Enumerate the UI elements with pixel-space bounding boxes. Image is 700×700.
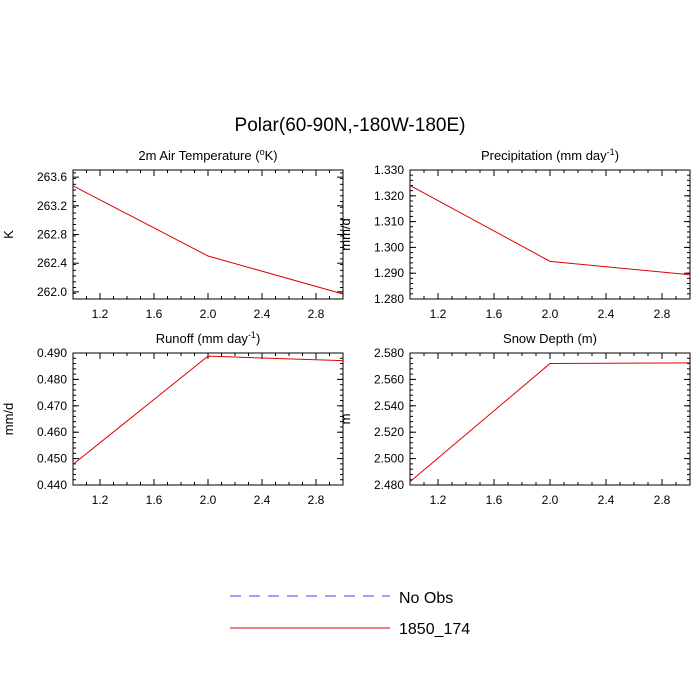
figure-title: Polar(60-90N,-180W-180E) (235, 115, 466, 136)
y-axis-label: K (1, 230, 16, 239)
panel-title-main: 2m Air Temperature ( (138, 148, 260, 163)
panel-2m-air-temperature-k: 2m Air Temperature (oK) K 1.2 1.6 2.0 2.4 2.8 2… (1, 147, 344, 321)
y-tick-label: 262.4 (37, 256, 67, 270)
y-tick-label: 263.2 (37, 199, 67, 213)
panel-title-superscript: -1 (248, 330, 256, 340)
panel-title: Runoff (mm day-1) (156, 330, 261, 346)
y-axis-label: mm/d (338, 218, 353, 251)
x-tick-label: 2.4 (598, 307, 615, 321)
x-tick-label: 1.2 (430, 307, 447, 321)
y-tick-label: 1.320 (374, 189, 404, 203)
x-tick-label: 2.4 (254, 307, 271, 321)
panel-title-superscript: -1 (607, 147, 615, 157)
x-tick-label: 1.2 (430, 493, 447, 507)
x-tick-label: 1.2 (92, 307, 109, 321)
legend-label-no-obs: No Obs (399, 590, 453, 607)
panel-title: Snow Depth (m) (503, 331, 597, 346)
panel-title-tail: K) (265, 148, 278, 163)
y-axis-label: m (338, 414, 353, 425)
panel-title-tail: ) (615, 148, 619, 163)
panel-title-main: Snow Depth (m) (503, 331, 597, 346)
legend-label-1850-174: 1850_174 (399, 621, 470, 638)
y-tick-label: 0.470 (37, 399, 67, 413)
y-tick-label: 2.560 (374, 372, 404, 386)
panel-title-tail: ) (256, 331, 260, 346)
y-tick-label: 263.6 (37, 170, 67, 184)
panel-title-superscript: o (260, 147, 265, 157)
y-tick-label: 2.540 (374, 399, 404, 413)
x-tick-label: 2.4 (598, 493, 615, 507)
x-tick-label: 1.2 (92, 493, 109, 507)
y-tick-label: 0.440 (37, 478, 67, 492)
panel-snow-depth-m: Snow Depth (m) m 1.2 1.6 2.0 2.4 2.8 2.480 2.500… (338, 331, 691, 507)
y-tick-label: 1.290 (374, 266, 404, 280)
panel-precipitation-mm-day: Precipitation (mm day-1) mm/d 1.2 1.6 2.0 2.4… (338, 147, 691, 321)
panel-runoff-mm-day: Runoff (mm day-1) mm/d 1.2 1.6 2.0 2.4 2.8 0.44… (1, 330, 344, 507)
y-tick-label: 1.310 (374, 215, 404, 229)
y-tick-label: 0.490 (37, 346, 67, 360)
x-tick-label: 2.8 (654, 493, 671, 507)
legend: No Obs 1850_174 (230, 590, 470, 638)
series-line-1850-174 (72, 185, 344, 295)
x-tick-label: 2.8 (654, 307, 671, 321)
series-line-1850-174 (409, 362, 691, 483)
series-line-1850-174 (72, 355, 344, 465)
y-tick-label: 0.450 (37, 452, 67, 466)
x-tick-label: 2.0 (542, 493, 559, 507)
y-tick-label: 2.480 (374, 478, 404, 492)
y-tick-label: 2.520 (374, 425, 404, 439)
y-axis-label: mm/d (1, 403, 16, 436)
x-tick-label: 1.6 (486, 493, 503, 507)
x-tick-label: 2.0 (542, 307, 559, 321)
y-tick-label: 262.0 (37, 285, 67, 299)
x-tick-label: 2.8 (308, 493, 325, 507)
y-tick-label: 2.580 (374, 346, 404, 360)
panel-title-main: Precipitation (mm day (481, 148, 607, 163)
x-tick-label: 2.4 (254, 493, 271, 507)
y-tick-label: 1.300 (374, 240, 404, 254)
y-tick-label: 0.480 (37, 372, 67, 386)
panel-title: 2m Air Temperature (oK) (138, 147, 277, 163)
y-tick-label: 0.460 (37, 425, 67, 439)
y-tick-label: 262.8 (37, 228, 67, 242)
series-line-1850-174 (409, 185, 691, 276)
x-tick-label: 2.8 (308, 307, 325, 321)
y-tick-label: 2.500 (374, 452, 404, 466)
y-tick-label: 1.280 (374, 292, 404, 306)
panel-title-main: Runoff (mm day (156, 331, 249, 346)
x-tick-label: 1.6 (486, 307, 503, 321)
panel-title: Precipitation (mm day-1) (481, 147, 619, 163)
x-tick-label: 2.0 (200, 307, 217, 321)
x-tick-label: 1.6 (146, 493, 163, 507)
y-tick-label: 1.330 (374, 163, 404, 177)
panels: 2m Air Temperature (oK) K 1.2 1.6 2.0 2.4 2.8 2… (1, 147, 691, 507)
x-tick-label: 2.0 (200, 493, 217, 507)
x-tick-label: 1.6 (146, 307, 163, 321)
